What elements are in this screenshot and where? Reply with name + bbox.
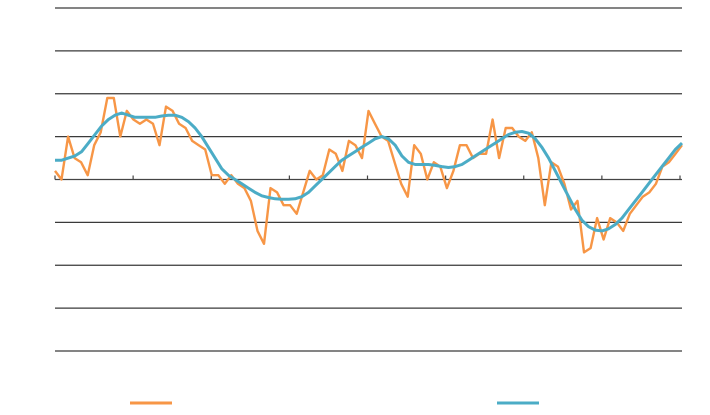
gridlines xyxy=(55,7,682,352)
x-axis-ticks xyxy=(54,175,681,180)
series-line-1 xyxy=(54,96,683,254)
series-lines xyxy=(54,96,684,254)
series-line-2 xyxy=(55,111,684,233)
